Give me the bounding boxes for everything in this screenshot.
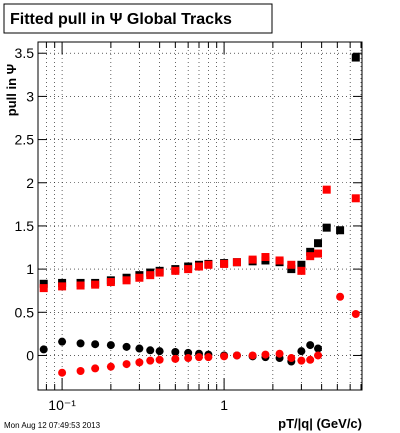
circle-marker [275,349,284,358]
square-marker [287,260,296,269]
circle-marker [287,354,296,363]
square-marker [322,223,331,232]
circle-marker [146,346,155,355]
title-box [3,3,273,34]
circle-marker [248,351,257,360]
x-tick-label: 1 [220,397,228,413]
square-marker [314,249,323,258]
square-marker [39,279,48,288]
square-marker [204,260,213,269]
y-tick-label: 1.5 [15,218,35,234]
y-tick-label: 2 [26,175,34,191]
square-marker [76,281,85,290]
square-marker [314,239,323,248]
x-tick-label: 10⁻¹ [48,397,76,413]
square-marker [184,265,193,274]
circle-marker [220,352,229,361]
circle-marker [314,344,323,353]
circle-marker [146,356,155,365]
square-marker [195,262,204,271]
circle-marker [306,341,315,350]
circle-marker [76,339,85,348]
circle-marker [261,350,270,359]
plot-frame [37,41,363,391]
circle-marker [306,355,315,364]
square-marker [171,266,180,275]
circle-marker [171,354,180,363]
footer-date: Mon Aug 12 07:49:53 2013 [4,421,101,430]
circle-marker [297,347,306,356]
circle-marker [106,341,115,350]
square-marker [135,273,144,282]
circle-marker [204,353,213,362]
square-marker [351,53,360,62]
circle-marker [76,367,85,376]
circle-marker [122,342,131,351]
y-axis-label: pull in Ψ [4,64,19,116]
square-marker [155,268,164,277]
square-marker [146,271,155,280]
circle-marker [351,310,360,319]
square-marker [106,278,115,287]
square-marker [220,259,229,268]
circle-marker [195,353,204,362]
circle-marker [106,362,115,371]
chart-title: Fitted pull in Ψ Global Tracks [10,11,232,28]
circle-marker [39,345,48,354]
square-marker [297,260,306,269]
square-marker [287,265,296,274]
circle-marker [232,351,241,360]
square-marker [306,252,315,261]
square-marker [232,258,241,267]
square-marker [261,253,270,262]
y-tick-label: 2.5 [15,132,35,148]
circle-marker [336,292,345,301]
y-tick-label: 1 [26,261,34,277]
y-tick-label: 3.5 [15,45,35,61]
circle-marker [122,360,131,369]
circle-marker [135,358,144,367]
circle-marker [135,344,144,353]
circle-marker [184,354,193,363]
square-marker [306,247,315,256]
square-marker [275,256,284,265]
circle-marker [297,356,306,365]
square-marker [322,185,331,194]
square-marker [351,194,360,203]
circle-marker [155,355,164,364]
square-marker [91,280,100,289]
square-marker [58,282,67,291]
square-marker [336,226,345,235]
square-marker [297,266,306,275]
y-tick-label: 0 [26,347,34,363]
y-tick-label: 0.5 [15,304,35,320]
square-marker [122,276,131,285]
circle-marker [155,347,164,356]
circle-marker [91,364,100,373]
square-marker [248,255,257,264]
circle-marker [58,337,67,346]
square-marker [39,284,48,293]
circle-marker [91,340,100,349]
circle-marker [58,368,67,377]
circle-marker [314,351,323,360]
y-tick-label: 3 [26,88,34,104]
circle-marker [171,348,180,357]
x-axis-label: pT/|q| (GeV/c) [278,416,362,431]
